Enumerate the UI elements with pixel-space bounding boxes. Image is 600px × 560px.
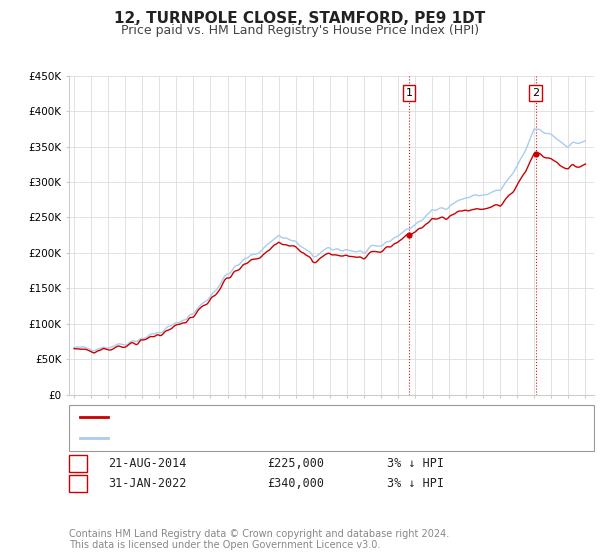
Text: 2: 2 (74, 477, 82, 490)
Point (531, 149, 541, 158)
Text: HPI: Average price, detached house, South Kesteven: HPI: Average price, detached house, Sout… (112, 433, 406, 444)
Point (404, 231, 414, 240)
Text: 3% ↓ HPI: 3% ↓ HPI (387, 477, 444, 490)
Text: 2: 2 (532, 88, 539, 98)
Text: 1: 1 (406, 88, 412, 98)
Text: 12, TURNPOLE CLOSE, STAMFORD, PE9 1DT (detached house): 12, TURNPOLE CLOSE, STAMFORD, PE9 1DT (d… (112, 412, 457, 422)
Text: 31-JAN-2022: 31-JAN-2022 (108, 477, 187, 490)
Text: £340,000: £340,000 (267, 477, 324, 490)
Text: 12, TURNPOLE CLOSE, STAMFORD, PE9 1DT: 12, TURNPOLE CLOSE, STAMFORD, PE9 1DT (115, 11, 485, 26)
Text: 1: 1 (74, 457, 82, 470)
Text: This data is licensed under the Open Government Licence v3.0.: This data is licensed under the Open Gov… (69, 540, 380, 550)
Text: Contains HM Land Registry data © Crown copyright and database right 2024.: Contains HM Land Registry data © Crown c… (69, 529, 449, 539)
Text: £225,000: £225,000 (267, 457, 324, 470)
Text: Price paid vs. HM Land Registry's House Price Index (HPI): Price paid vs. HM Land Registry's House … (121, 24, 479, 37)
Text: 3% ↓ HPI: 3% ↓ HPI (387, 457, 444, 470)
Text: 21-AUG-2014: 21-AUG-2014 (108, 457, 187, 470)
